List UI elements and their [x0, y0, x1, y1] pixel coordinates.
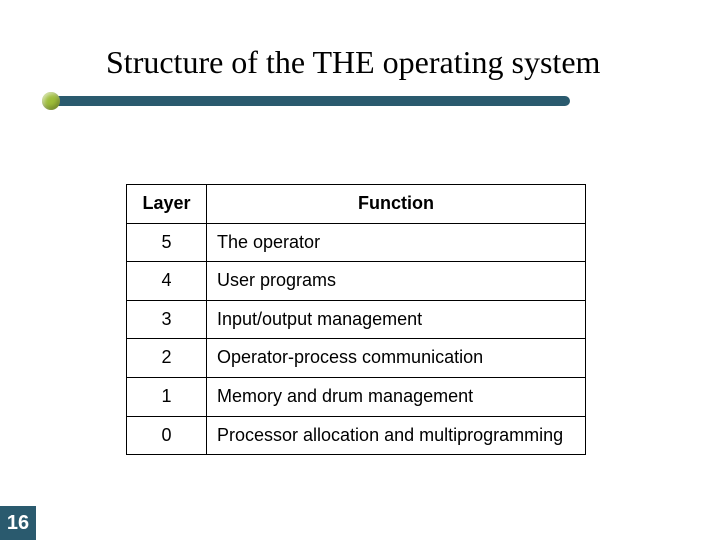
function-cell: Memory and drum management	[207, 377, 586, 416]
layer-cell: 3	[127, 300, 207, 339]
layer-cell: 5	[127, 223, 207, 262]
table-row: 2 Operator-process communication	[127, 339, 586, 378]
page-number-badge: 16	[0, 506, 36, 540]
os-layers-table: Layer Function 5 The operator 4 User pro…	[126, 184, 586, 455]
title-underline	[42, 92, 570, 110]
function-cell: Processor allocation and multiprogrammin…	[207, 416, 586, 455]
table-row: 1 Memory and drum management	[127, 377, 586, 416]
layer-cell: 0	[127, 416, 207, 455]
function-cell: The operator	[207, 223, 586, 262]
table-header-row: Layer Function	[127, 185, 586, 224]
layer-cell: 1	[127, 377, 207, 416]
col-header-layer: Layer	[127, 185, 207, 224]
function-cell: Operator-process communication	[207, 339, 586, 378]
function-cell: Input/output management	[207, 300, 586, 339]
os-layers-table-wrap: Layer Function 5 The operator 4 User pro…	[126, 184, 586, 455]
slide: Structure of the THE operating system La…	[0, 0, 720, 540]
accent-bar	[53, 96, 570, 106]
table-row: 0 Processor allocation and multiprogramm…	[127, 416, 586, 455]
col-header-function: Function	[207, 185, 586, 224]
table-row: 4 User programs	[127, 262, 586, 301]
function-cell: User programs	[207, 262, 586, 301]
slide-title: Structure of the THE operating system	[106, 44, 600, 81]
bullet-icon	[42, 92, 60, 110]
table-row: 5 The operator	[127, 223, 586, 262]
table-row: 3 Input/output management	[127, 300, 586, 339]
layer-cell: 4	[127, 262, 207, 301]
layer-cell: 2	[127, 339, 207, 378]
